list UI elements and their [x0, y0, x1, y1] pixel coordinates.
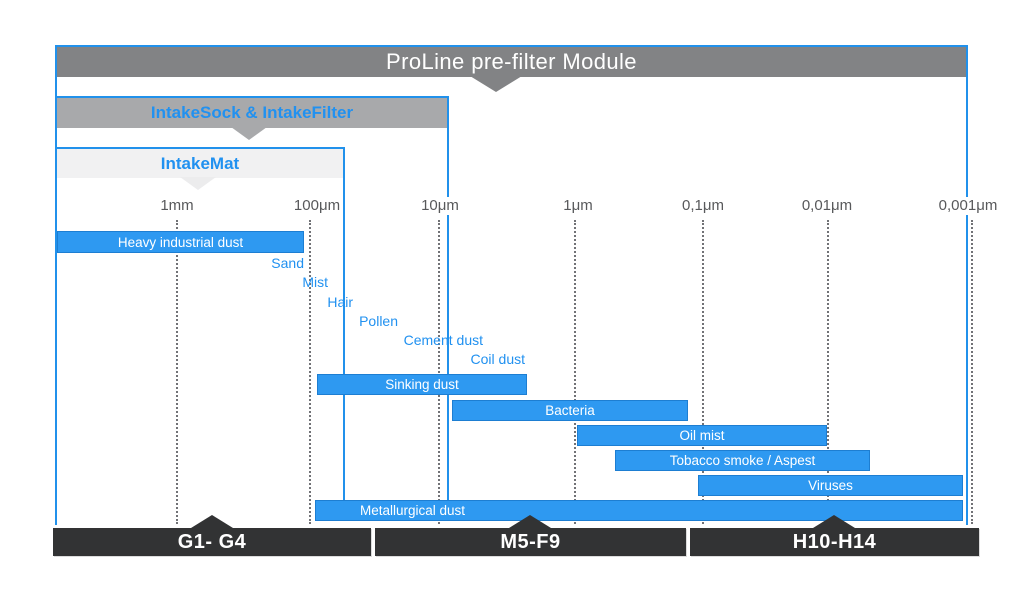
- banner-intakesock: IntakeSock & IntakeFilter: [57, 98, 447, 128]
- bar-bacteria: Bacteria: [452, 400, 688, 421]
- banner-intakemat-label: IntakeMat: [160, 153, 240, 173]
- gridline-0_001um: [971, 220, 973, 524]
- intakesock-boundary-line: [447, 96, 449, 500]
- particle-label-hair: Hair: [327, 294, 353, 310]
- banner-proline: ProLine pre-filter Module: [57, 47, 966, 77]
- tick-label-0_1um: 0,1μm: [679, 197, 727, 215]
- particle-label-mist: Mist: [302, 274, 328, 290]
- frame-top-line: [55, 45, 968, 47]
- g1-g4-pointer-icon: [191, 515, 233, 528]
- tick-label-1mm: 1mm: [157, 197, 197, 215]
- intakemat-pointer-icon: [180, 177, 216, 190]
- filter-class-g1-g4: G1- G4: [53, 528, 371, 556]
- banner-intakemat: IntakeMat: [57, 149, 343, 178]
- particle-label-sand: Sand: [271, 255, 304, 271]
- bar-metallurgical-dust: Metallurgical dust: [315, 500, 963, 521]
- gridline-0_1um: [702, 220, 704, 524]
- intakemat-top-line: [55, 147, 345, 149]
- particle-label-coil-dust: Coil dust: [470, 351, 525, 367]
- tick-label-1um: 1μm: [560, 197, 596, 215]
- gridline-10um: [438, 220, 440, 524]
- h10-h14-pointer-icon: [813, 515, 855, 528]
- particle-label-pollen: Pollen: [359, 313, 398, 329]
- banner-proline-label: ProLine pre-filter Module: [386, 49, 637, 74]
- m5-f9-pointer-icon: [509, 515, 551, 528]
- filter-class-m5-f9: M5-F9: [375, 528, 686, 556]
- tick-label-0_001um: 0,001μm: [935, 197, 1001, 215]
- bar-tobacco-smoke-aspest: Tobacco smoke / Aspest: [615, 450, 870, 471]
- frame-right-line: [966, 45, 968, 525]
- tick-label-0_01um: 0,01μm: [798, 197, 856, 215]
- gridline-1um: [574, 220, 576, 524]
- tick-label-100um: 100μm: [290, 197, 344, 215]
- intakemat-boundary-line: [343, 147, 345, 500]
- proline-pointer-icon: [470, 76, 522, 92]
- bar-viruses: Viruses: [698, 475, 963, 496]
- gridline-100um: [309, 220, 311, 524]
- intakesock-top-line: [55, 96, 449, 98]
- bar-sinking-dust: Sinking dust: [317, 374, 527, 395]
- frame-left-line: [55, 45, 57, 525]
- filter-class-h10-h14: H10-H14: [690, 528, 979, 556]
- bar-oil-mist: Oil mist: [577, 425, 827, 446]
- intakesock-pointer-icon: [231, 127, 267, 140]
- tick-label-10um: 10μm: [418, 197, 462, 215]
- gridline-0_01um: [827, 220, 829, 524]
- bar-heavy-industrial-dust: Heavy industrial dust: [57, 231, 304, 253]
- gridline-1mm: [176, 220, 178, 524]
- banner-intakesock-label: IntakeSock & IntakeFilter: [150, 103, 354, 122]
- particle-label-cement-dust: Cement dust: [403, 332, 483, 348]
